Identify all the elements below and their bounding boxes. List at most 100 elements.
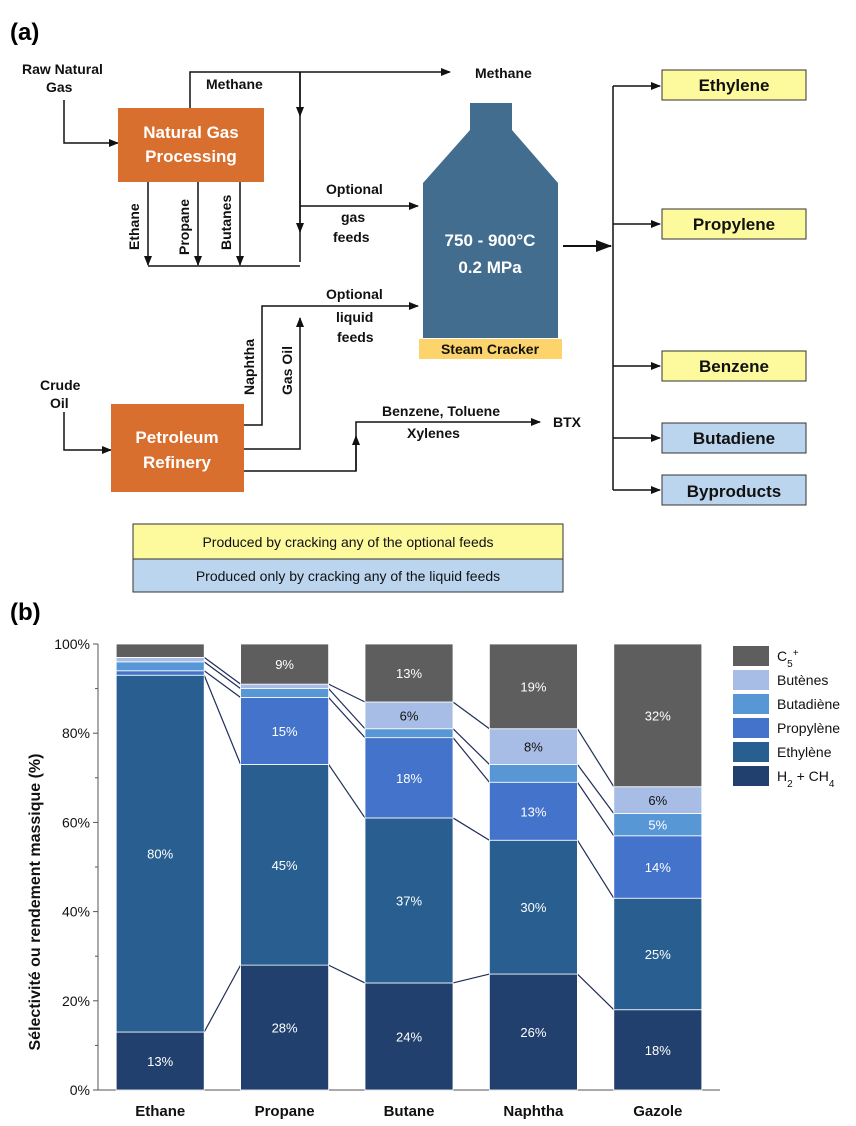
- series-connector-line: [328, 764, 366, 819]
- cracker-pressure: 0.2 MPa: [458, 258, 522, 277]
- btx-label-2: Xylenes: [407, 425, 460, 441]
- bar-value-label: 26%: [520, 1025, 546, 1040]
- bar-value-label: 37%: [396, 893, 422, 908]
- svg-text:Ethylene: Ethylene: [699, 76, 770, 95]
- ngp-label-1: Natural Gas: [143, 123, 238, 142]
- methane-output-label: Methane: [475, 65, 532, 81]
- btx-output-label: BTX: [553, 414, 582, 430]
- ethane-stream-label: Ethane: [126, 203, 142, 250]
- bar-value-label: 9%: [275, 657, 294, 672]
- bar-value-label: 18%: [396, 771, 422, 786]
- series-connector-line: [576, 973, 615, 1011]
- bar-segment: [115, 656, 205, 663]
- series-connector-line: [452, 728, 490, 765]
- legend-label: Ethylène: [777, 744, 832, 760]
- bar-value-label: 15%: [272, 724, 298, 739]
- series-connector-line: [576, 728, 615, 788]
- bar-segment: [488, 643, 578, 730]
- svg-text:Byproducts: Byproducts: [687, 482, 781, 501]
- bar-segment: [364, 728, 454, 739]
- bar-segment: [115, 661, 205, 672]
- x-tick-label: Butane: [384, 1103, 435, 1120]
- bar-segment: [613, 1009, 703, 1091]
- legend-optional-feeds: Produced by cracking any of the optional…: [132, 523, 564, 560]
- bar-segment: [364, 817, 454, 984]
- bar-value-label: 28%: [272, 1021, 298, 1036]
- panel-a-label: (a): [10, 19, 39, 46]
- refinery-label-1: Petroleum: [135, 428, 218, 447]
- liquid-feed-label-2: liquid: [336, 309, 373, 325]
- svg-text:Butadiene: Butadiene: [693, 429, 775, 448]
- steam-cracker-label: Steam Cracker: [441, 341, 540, 357]
- liquid-feed-label-3: feeds: [337, 329, 374, 345]
- bar-value-label: 18%: [645, 1043, 671, 1058]
- series-connector-line: [452, 701, 490, 730]
- bar-segment: [488, 728, 578, 765]
- bar-segment: [240, 683, 330, 689]
- series-connector-line: [328, 688, 366, 730]
- panel-b-label: (b): [10, 599, 41, 626]
- bar-value-label: 19%: [520, 679, 546, 694]
- y-tick-label: 100%: [54, 636, 90, 652]
- steam-cracker-vessel: [423, 103, 558, 338]
- gas-oil-stream-label: Gas Oil: [279, 346, 295, 395]
- bar-segment: [488, 781, 578, 841]
- bar-segment: [115, 670, 205, 676]
- legend-label: Butènes: [777, 672, 828, 688]
- raw-gas-label-1: Raw Natural: [22, 61, 103, 77]
- process-flow-diagram: (a) Raw Natural Gas Crude Oil: [10, 19, 807, 593]
- naphtha-stream-label: Naphtha: [241, 339, 257, 395]
- series-connector-line: [576, 764, 615, 814]
- series-connector-line: [328, 964, 366, 984]
- methane-branch-label: Methane: [206, 76, 263, 92]
- bar-segment: [488, 973, 578, 1091]
- gas-feed-label-3: feeds: [333, 229, 370, 245]
- legend-swatch: [733, 766, 769, 786]
- butanes-stream-label: Butanes: [218, 195, 234, 250]
- legend-liquid-feeds: Produced only by cracking any of the liq…: [132, 558, 564, 593]
- legend-label: H2 + CH4: [777, 768, 835, 790]
- bar-value-label: 6%: [400, 708, 419, 723]
- bar-segment: [364, 643, 454, 703]
- bar-value-label: 45%: [272, 858, 298, 873]
- product-propylene: Propylene: [661, 208, 807, 240]
- bar-segment: [240, 697, 330, 765]
- y-tick-label: 40%: [62, 904, 90, 920]
- refinery-label-2: Refinery: [143, 453, 212, 472]
- ngp-label-2: Processing: [145, 147, 237, 166]
- bar-value-label: 6%: [648, 793, 667, 808]
- y-tick-label: 80%: [62, 725, 90, 741]
- series-connector-line: [203, 656, 241, 685]
- bar-segment: [613, 643, 703, 788]
- cracker-temperature: 750 - 900°C: [445, 231, 536, 250]
- series-connector-line: [576, 781, 615, 837]
- bar-segment: [240, 764, 330, 966]
- bar-value-label: 13%: [147, 1054, 173, 1069]
- svg-text:Benzene: Benzene: [699, 357, 769, 376]
- legend-label: C5+: [777, 648, 799, 670]
- svg-text:Produced by cracking any of th: Produced by cracking any of the optional…: [202, 534, 493, 550]
- liquid-feed-label-1: Optional: [326, 286, 383, 302]
- bar-value-label: 13%: [520, 804, 546, 819]
- series-connector-line: [203, 964, 242, 1033]
- bar-value-label: 14%: [645, 860, 671, 875]
- petroleum-refinery-box: [111, 404, 244, 492]
- y-tick-label: 0%: [70, 1082, 90, 1098]
- product-byproducts: Byproducts: [661, 474, 807, 506]
- bar-value-label: 8%: [524, 740, 543, 755]
- legend-swatch: [733, 742, 769, 762]
- product-ethylene: Ethylene: [661, 69, 807, 101]
- bar-value-label: 80%: [147, 847, 173, 862]
- legend-label: Butadiène: [777, 696, 840, 712]
- x-tick-label: Naphtha: [503, 1103, 564, 1120]
- legend-swatch: [733, 694, 769, 714]
- series-connector-line: [452, 817, 490, 841]
- bar-segment: [240, 688, 330, 698]
- y-tick-label: 60%: [62, 814, 90, 830]
- raw-gas-label-2: Gas: [46, 79, 73, 95]
- bar-segment: [613, 835, 703, 899]
- legend-swatch: [733, 646, 769, 666]
- bar-segment: [613, 786, 703, 814]
- crude-oil-label-2: Oil: [50, 395, 69, 411]
- gas-feed-label-1: Optional: [326, 181, 383, 197]
